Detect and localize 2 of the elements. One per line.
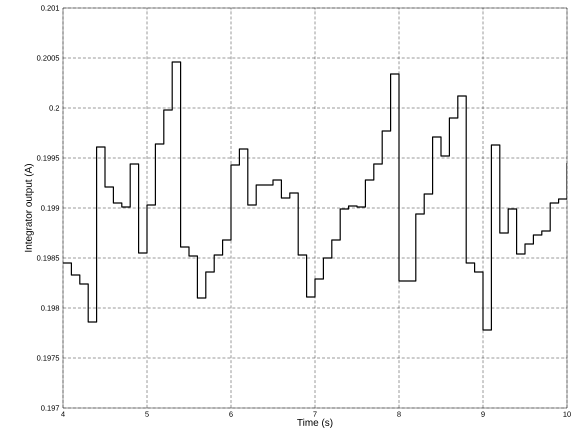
y-axis-title: Integrator output (A) bbox=[24, 164, 34, 252]
x-axis-title: Time (s) bbox=[297, 418, 332, 428]
